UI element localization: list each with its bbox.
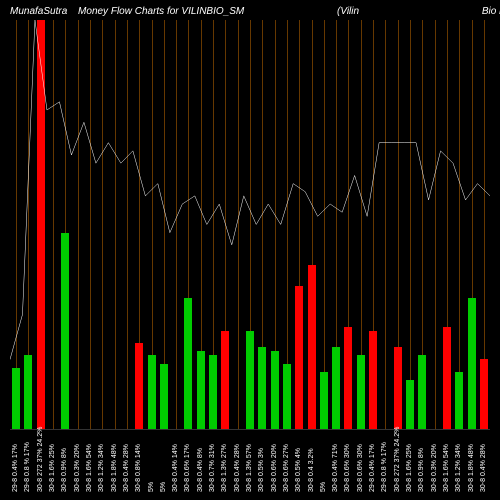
x-axis-labels: 29-8 0.4% 17% 29-8 0.8 % 17% 30-8 272 37% … [10, 430, 490, 500]
x-axis-label: 30-8 0.8% 14% [135, 444, 142, 492]
x-axis-label: 5% [148, 482, 155, 492]
money-flow-line [10, 20, 490, 359]
x-axis-label: 30-8 0.4% 14% [172, 444, 179, 492]
chart-area [10, 20, 490, 430]
x-axis-label: 30-8 0.4% 28% [480, 444, 487, 492]
x-axis-label: 5% [160, 482, 167, 492]
title-company: Bio Med Limit [482, 6, 500, 17]
x-axis-label: 30-8 0.6% 17% [184, 444, 191, 492]
x-axis-label: 30-8 0.7% 31% [209, 444, 216, 492]
x-axis-label: 5% [320, 482, 327, 492]
x-axis-label: 30-8 0.3% 20% [431, 444, 438, 492]
chart-title: MunafaSutra Money Flow Charts for VILINB… [10, 6, 490, 17]
title-desc: Money Flow Charts for VILINBIO_SM [78, 6, 244, 17]
x-axis-label: 30-8 1.3% 57% [246, 444, 253, 492]
x-axis-label: 30-8 272 37% 24.2% [37, 427, 44, 492]
x-axis-label: 30-8 1.6% 54% [86, 444, 93, 492]
x-axis-label: 30-8 0.5% 4% [295, 448, 302, 492]
x-axis-label: 30-8 1.2% 34% [98, 444, 105, 492]
x-axis-label: 30-8 0.4 3.2% [308, 448, 315, 492]
x-axis-label: 30-8 0.6% 30% [344, 444, 351, 492]
x-axis-label: 29-8 0.8 % 17% [381, 442, 388, 492]
x-axis-label: 30-8 0.5% 3% [258, 448, 265, 492]
x-axis-label: 30-8 0.9% 8% [418, 448, 425, 492]
x-axis-label: 30-8 0.4% 28% [123, 444, 130, 492]
x-axis-label: 30-8 0.6% 27% [283, 444, 290, 492]
x-axis-label: 29-8 0.8 % 17% [24, 442, 31, 492]
x-axis-label: 30-8 1.8% 48% [111, 444, 118, 492]
x-axis-label: 30-8 1.6% 25% [406, 444, 413, 492]
x-axis-label: 30-8 0.4% 8% [197, 448, 204, 492]
x-axis-label: 30-8 1.6% 25% [49, 444, 56, 492]
x-axis-label: 30-8 0.9% 8% [61, 448, 68, 492]
x-axis-label: 30-8 0.6% 30% [357, 444, 364, 492]
x-axis-label: 30-8 0.6% 20% [271, 444, 278, 492]
x-axis-label: 30-8 1.2% 34% [455, 444, 462, 492]
x-axis-label: 30-8 1.6% 54% [443, 444, 450, 492]
x-axis-label: 30-8 0.4% 71% [332, 444, 339, 492]
x-axis-label: 29-8 0.4% 17% [369, 444, 376, 492]
x-axis-label: 30-8 272 37% 24.2% [394, 427, 401, 492]
x-axis-label: 30-8 1.3% 27% [221, 444, 228, 492]
x-axis-label: 30-8 1.8% 48% [468, 444, 475, 492]
title-brand: MunafaSutra [10, 6, 67, 17]
line-chart [10, 20, 490, 429]
x-axis-label: 30-8 0.4% 28% [234, 444, 241, 492]
title-symbol: (Vilin [337, 6, 359, 17]
x-axis-label: 30-8 0.3% 20% [74, 444, 81, 492]
x-axis-label: 29-8 0.4% 17% [12, 444, 19, 492]
